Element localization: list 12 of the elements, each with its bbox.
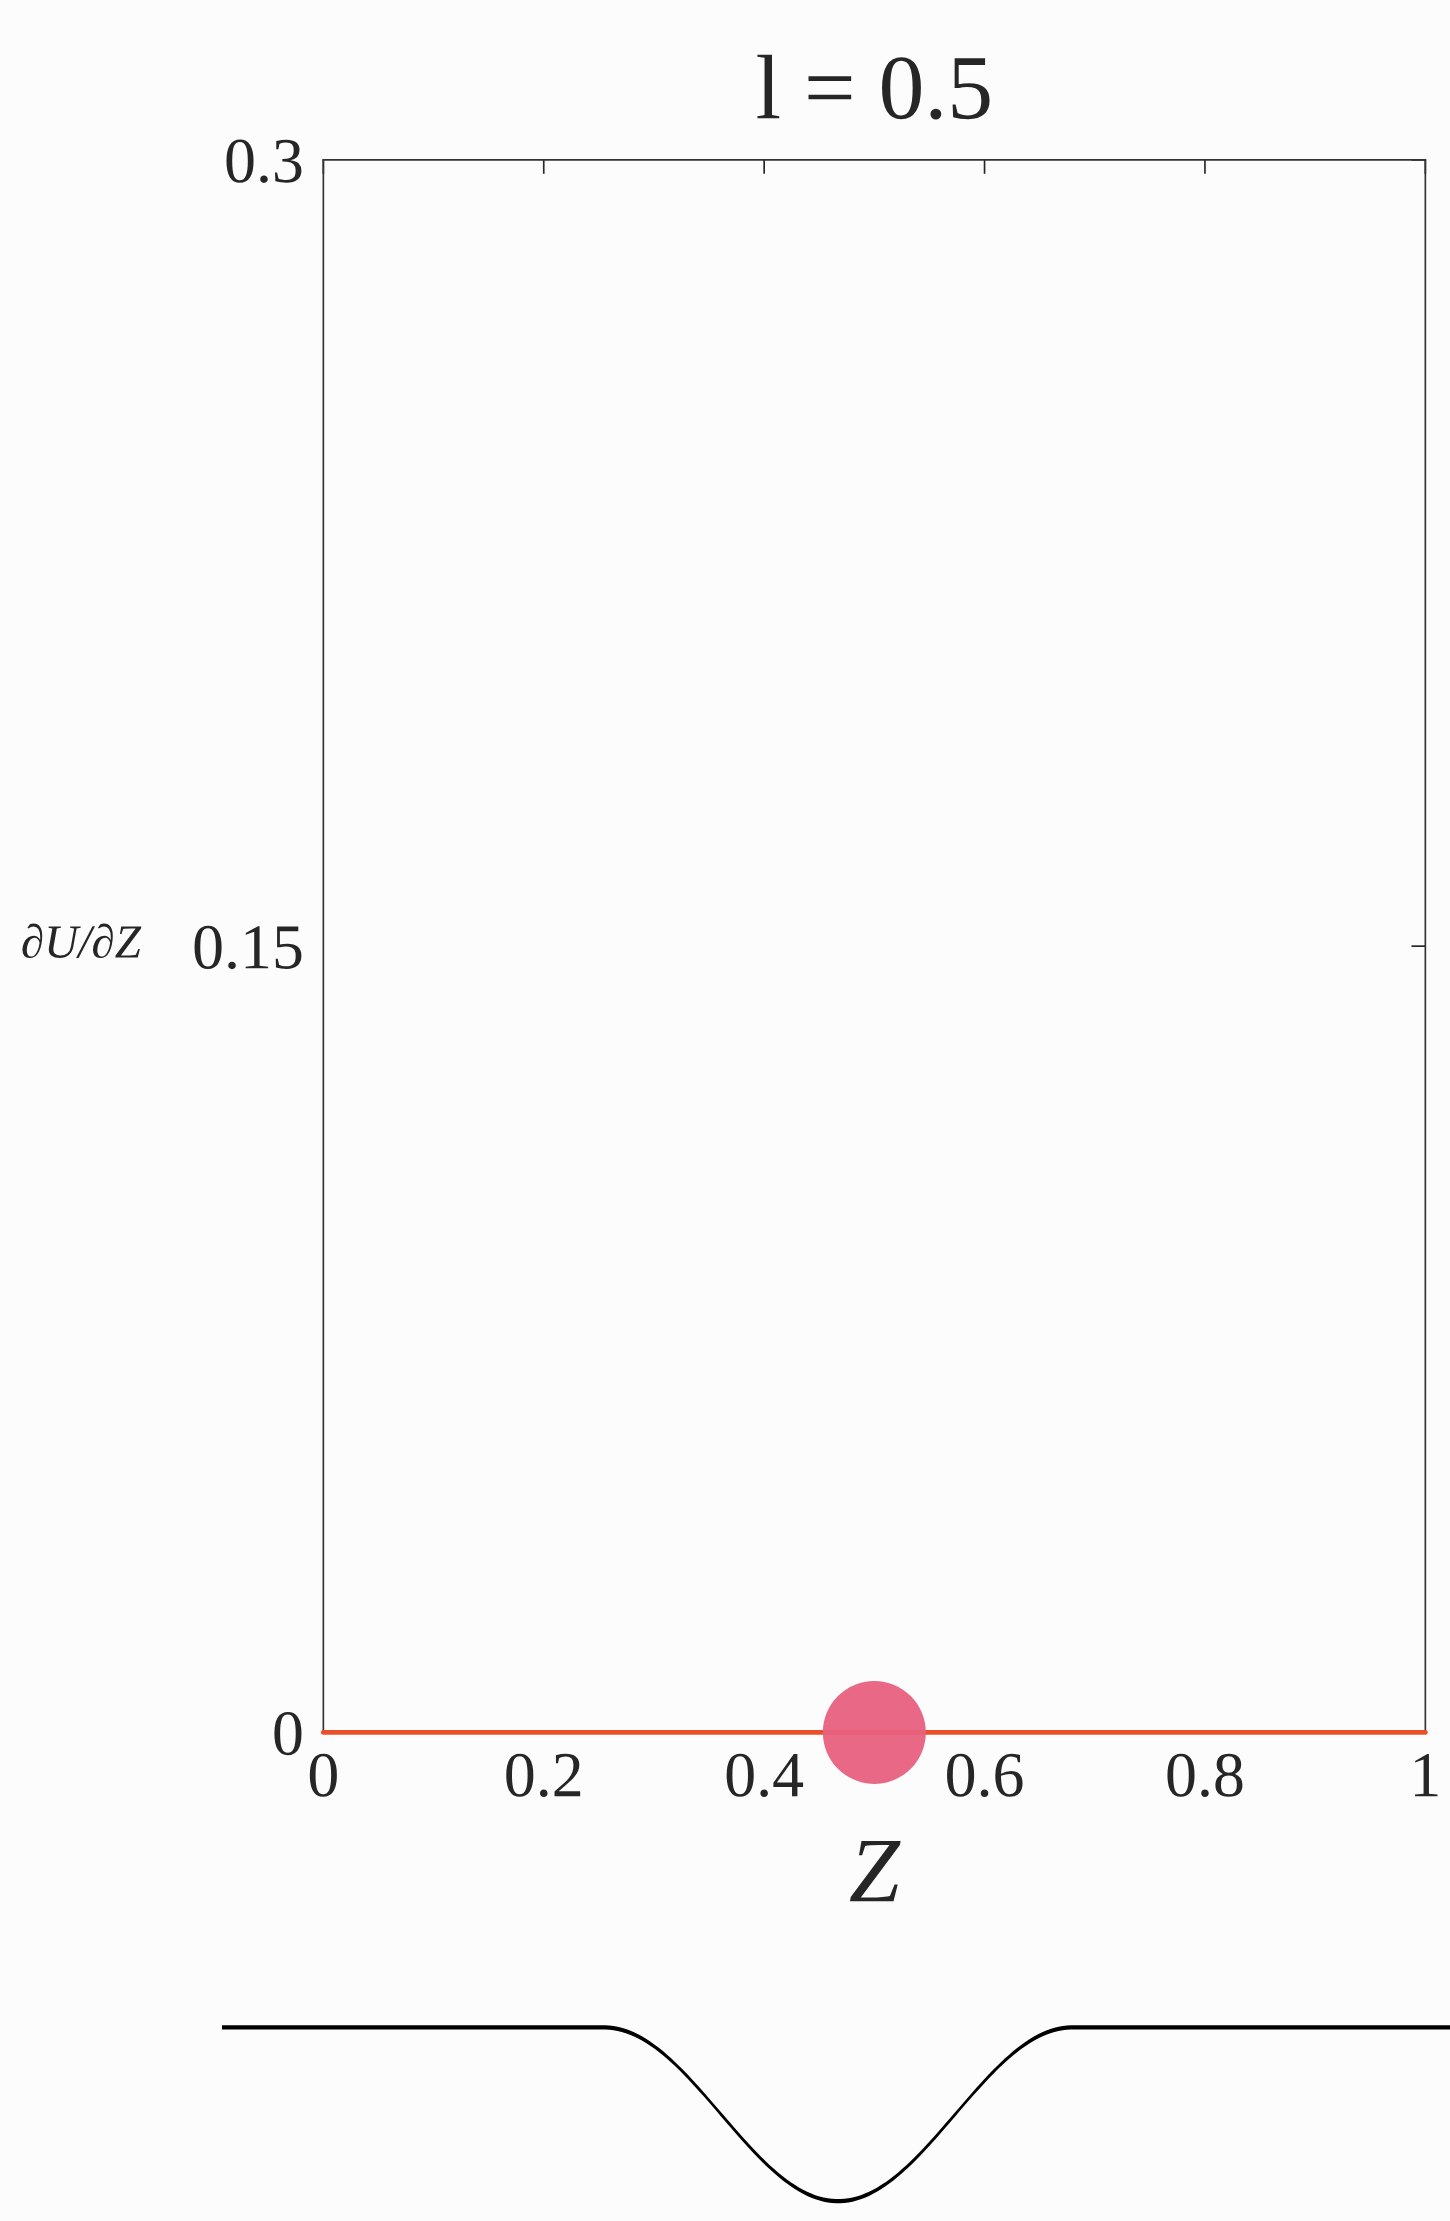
y-tick-label: 0 <box>274 1712 302 1756</box>
x-tick-label: 0.8 <box>1167 1753 1243 1798</box>
x-axis-title: Z <box>849 1841 901 1902</box>
x-tick-label: 1 <box>1415 1753 1438 1797</box>
chart-title: l = 0.5 <box>757 54 990 120</box>
y-tick-label: 0.15 <box>194 925 302 970</box>
x-tick-label: 0.4 <box>726 1753 804 1798</box>
x-tick-label: 0.2 <box>506 1753 581 1798</box>
y-axis-title: ∂U/∂Z <box>22 923 142 959</box>
x-tick-label: 0.6 <box>947 1753 1023 1798</box>
y-tick-label: 0.3 <box>226 139 302 183</box>
x-tick-label: 0 <box>309 1753 337 1797</box>
